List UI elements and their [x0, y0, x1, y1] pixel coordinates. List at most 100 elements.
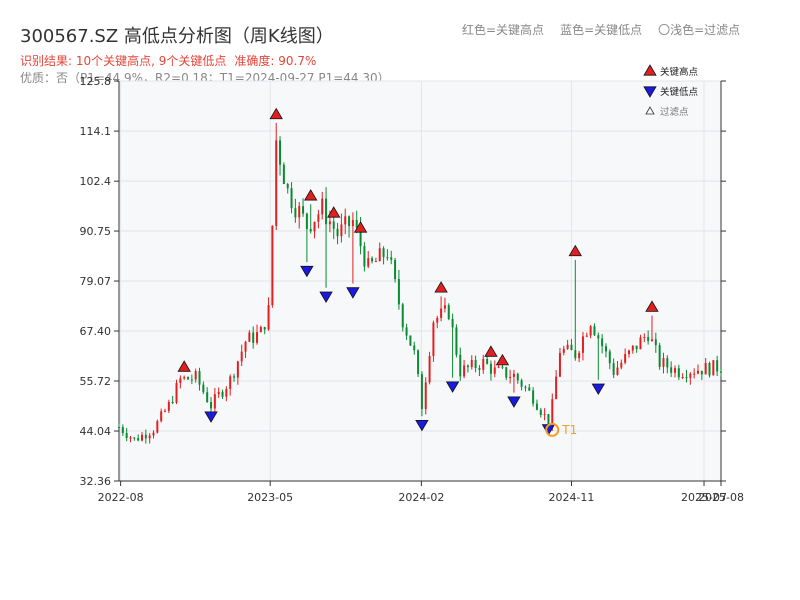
candle-body — [164, 410, 167, 412]
candle-body — [520, 380, 523, 387]
candle-body — [340, 224, 343, 237]
candle-body — [562, 348, 565, 353]
y-tick-label: 90.75 — [80, 225, 112, 238]
candle-body — [486, 358, 489, 364]
legend-blue-text: 蓝色=关键低点 — [560, 23, 643, 37]
candle-body — [217, 391, 220, 395]
y-tick-label: 67.40 — [80, 325, 112, 338]
candle-body — [401, 304, 404, 328]
candle-body — [455, 327, 458, 355]
candle-body — [133, 437, 136, 439]
candle-body — [413, 345, 416, 351]
candle-body — [650, 339, 653, 342]
key-high-marker — [434, 281, 448, 293]
y-tick-label: 32.36 — [80, 475, 112, 488]
candle-body — [148, 435, 151, 439]
candle-body — [344, 216, 347, 225]
candle-body — [689, 373, 692, 378]
candle-body — [294, 208, 297, 218]
result-low-count: 9个关键低点 — [158, 54, 227, 68]
candle-body — [233, 376, 236, 378]
candle-body — [332, 221, 335, 229]
candle-body — [175, 383, 178, 403]
candle-body — [716, 360, 719, 372]
candle-body — [685, 376, 688, 378]
candle-body — [286, 184, 289, 189]
candle-body — [566, 344, 569, 349]
result-high-count: 10个关键高点, — [75, 54, 159, 68]
candle-body — [374, 261, 377, 263]
candle-body — [160, 411, 163, 422]
candle-body — [696, 370, 699, 374]
candle-body — [328, 221, 331, 225]
result-accuracy: 准确度: 90.7% — [234, 54, 317, 68]
candle-body — [355, 220, 358, 228]
candle-body — [489, 363, 492, 374]
candle-body — [516, 373, 519, 381]
candle-body — [593, 326, 596, 336]
legend-label: 过滤点 — [660, 106, 689, 118]
candle-body — [436, 317, 439, 323]
candle-body — [501, 366, 504, 368]
candle-body — [459, 354, 462, 377]
candle-body — [677, 368, 680, 378]
key-low-marker — [319, 291, 333, 303]
legend-low-marker — [643, 86, 657, 98]
legend-label: 关键低点 — [660, 86, 699, 98]
y-tick-label: 79.07 — [80, 275, 112, 288]
candle-body — [129, 437, 132, 439]
candle-body — [535, 403, 538, 410]
candle-body — [532, 390, 535, 404]
candle-body — [474, 359, 477, 369]
y-tick-label: 55.72 — [80, 375, 112, 388]
candle-body — [152, 432, 155, 436]
y-tick-label: 44.04 — [80, 425, 112, 438]
result-summary: 识别结果: 10个关键高点, 9个关键低点 准确度: 90.7% — [20, 52, 324, 69]
key-high-marker — [304, 189, 318, 201]
candle-body — [597, 335, 600, 339]
candle-body — [248, 332, 251, 342]
candle-body — [720, 371, 722, 373]
candle-body — [509, 376, 512, 378]
candle-body — [662, 358, 665, 367]
candle-body — [589, 326, 592, 336]
candle-body — [627, 350, 630, 355]
candle-body — [390, 257, 393, 260]
candle-body — [581, 336, 584, 353]
candle-body — [275, 140, 278, 226]
candle-body — [409, 335, 412, 346]
candle-body — [405, 327, 408, 336]
key-high-marker — [484, 345, 498, 357]
key-high-marker — [269, 107, 283, 120]
candle-body — [348, 216, 351, 227]
t1-label: T1 — [561, 423, 577, 437]
candle-body — [466, 365, 469, 368]
candle-body — [202, 384, 205, 393]
candle-body — [693, 373, 696, 375]
candle-body — [309, 229, 312, 232]
candle-body — [256, 332, 259, 343]
candle-body — [252, 332, 255, 343]
candle-body — [206, 392, 209, 403]
candle-body — [666, 358, 669, 368]
key-low-marker — [591, 383, 605, 396]
candle-body — [555, 376, 558, 400]
legend-red-text: 红色=关键高点 — [462, 23, 545, 37]
y-tick-label: 125.8 — [80, 75, 112, 88]
candle-body — [321, 198, 324, 215]
candle-body — [244, 341, 247, 352]
candle-body — [670, 367, 673, 373]
candle-body — [443, 305, 446, 309]
candle-body — [447, 305, 450, 319]
candle-body — [382, 248, 385, 258]
candle-body — [673, 368, 676, 373]
candle-body — [608, 351, 611, 364]
candle-body — [604, 346, 607, 352]
candle-body — [624, 354, 627, 363]
key-low-marker — [346, 287, 360, 299]
candle-body — [386, 257, 389, 259]
key-low-marker — [445, 381, 460, 393]
candle-body — [478, 368, 481, 370]
candle-body — [363, 246, 366, 267]
